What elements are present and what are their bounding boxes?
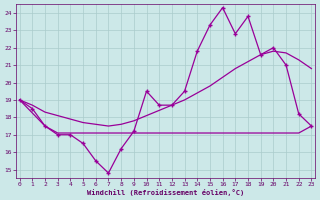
- X-axis label: Windchill (Refroidissement éolien,°C): Windchill (Refroidissement éolien,°C): [87, 189, 244, 196]
